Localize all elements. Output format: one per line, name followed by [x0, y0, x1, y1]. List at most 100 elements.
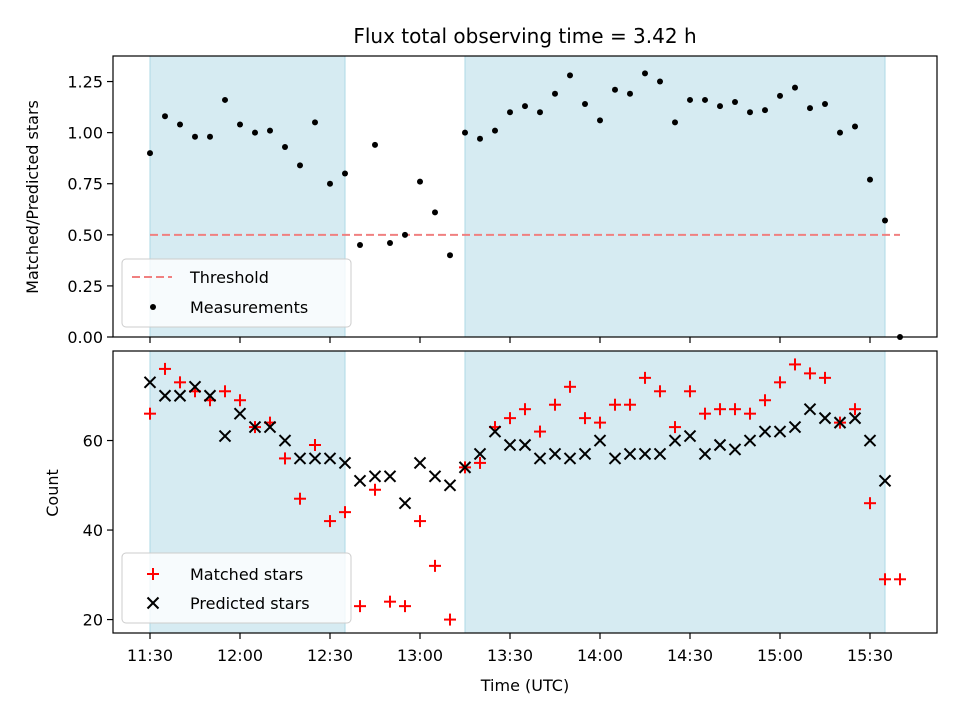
- predicted-star-marker: [668, 434, 682, 447]
- predicted-star-marker: [203, 389, 217, 402]
- predicted-star-marker: [578, 447, 592, 461]
- measurement-point: [252, 129, 258, 136]
- matched-star-marker: [639, 371, 651, 384]
- top-y-tick-label: 0.75: [67, 175, 103, 194]
- bottom-axes-frame: [112, 350, 938, 634]
- measurement-point: [192, 133, 198, 140]
- top-y-tick-label: 1.00: [67, 124, 103, 143]
- matched-star-marker: [309, 439, 321, 451]
- matched-star-marker: [234, 394, 246, 407]
- measurement-point: [657, 78, 663, 85]
- matched-star-marker: [894, 573, 906, 586]
- matched-star-marker: [804, 367, 816, 380]
- matched-star-marker: [174, 376, 186, 389]
- predicted-star-marker: [218, 429, 232, 443]
- measurement-point: [537, 109, 543, 116]
- measurement-point: [522, 103, 528, 110]
- top-legend: Threshold Measurements: [121, 258, 352, 328]
- measurement-point: [177, 121, 183, 128]
- measurement-point: [207, 133, 213, 140]
- bottom-y-axis-label: Count: [43, 469, 62, 517]
- measurement-point: [867, 176, 873, 183]
- measurement-point: [282, 143, 288, 150]
- measurement-point: [597, 117, 603, 124]
- predicted-star-marker: [488, 425, 502, 438]
- matched-star-marker: [684, 385, 696, 398]
- predicted-star-marker: [353, 474, 367, 488]
- predicted-star-marker: [608, 452, 622, 465]
- matched-star-marker: [609, 398, 621, 411]
- matched-star-marker: [219, 385, 231, 398]
- chart-title: Flux total observing time = 3.42 h: [353, 24, 696, 48]
- matched-star-marker: [474, 456, 486, 469]
- matched-star-marker: [579, 412, 591, 425]
- x-tick-label: 14:00: [577, 646, 623, 665]
- matched-star-marker: [384, 595, 396, 608]
- measurement-point: [882, 217, 888, 224]
- matched-star-marker: [849, 403, 861, 416]
- predicted-star-marker: [398, 496, 412, 510]
- matched-star-marker: [864, 497, 876, 510]
- predicted-star-marker: [563, 452, 577, 465]
- matched-star-marker: [669, 421, 681, 434]
- measurement-point: [447, 252, 453, 259]
- predicted-star-marker: [803, 402, 817, 416]
- predicted-star-marker: [638, 447, 652, 461]
- measurement-point: [462, 129, 468, 136]
- matched-star-marker: [534, 425, 546, 438]
- measurement-point: [627, 90, 633, 97]
- measurement-point: [372, 141, 378, 148]
- matched-star-marker: [624, 398, 636, 411]
- measurement-point: [507, 109, 513, 116]
- predicted-star-marker: [773, 425, 787, 438]
- legend-matched-label: Matched stars: [190, 565, 303, 584]
- top-y-tick-label: 0.00: [67, 328, 103, 347]
- x-tick-label: 15:00: [757, 646, 803, 665]
- top-y-tick-label: 0.25: [67, 277, 103, 296]
- predicted-star-marker: [158, 389, 172, 402]
- predicted-star-marker: [338, 456, 352, 470]
- predicted-star-marker: [623, 447, 637, 461]
- matched-star-marker: [879, 573, 891, 586]
- measurement-point: [837, 129, 843, 136]
- measurement-point: [807, 105, 813, 112]
- predicted-star-marker: [428, 470, 442, 483]
- matched-star-marker: [729, 403, 741, 416]
- matched-star-marker: [399, 600, 411, 613]
- predicted-star-marker: [263, 420, 277, 434]
- matched-star-marker: [654, 385, 666, 398]
- matched-star-marker: [444, 613, 456, 626]
- matched-star-marker: [144, 407, 156, 420]
- matched-star-marker: [504, 412, 516, 425]
- top-panel: 0.00 0.25 0.50 0.75 1.00 1.25 Threshold Measure…: [67, 55, 938, 347]
- bottom-y-tick-label: 40: [83, 521, 103, 540]
- legend-predicted-label: Predicted stars: [190, 594, 310, 613]
- measurement-point: [732, 98, 738, 105]
- bottom-y-tick-label: 20: [83, 611, 103, 630]
- matched-star-marker: [339, 506, 351, 519]
- predicted-star-marker: [713, 438, 727, 452]
- predicted-star-marker: [548, 447, 562, 461]
- measurement-point: [402, 231, 408, 238]
- matched-star-marker: [429, 559, 441, 572]
- matched-star-marker: [594, 416, 606, 429]
- matched-star-marker: [324, 515, 336, 528]
- predicted-star-marker: [458, 461, 472, 474]
- bottom-legend: Matched stars Predicted stars: [121, 552, 352, 624]
- measurement-point: [642, 70, 648, 77]
- measurement-point: [222, 96, 228, 103]
- matched-star-marker: [294, 492, 306, 505]
- predicted-star-marker: [293, 452, 307, 465]
- measurement-point: [717, 103, 723, 110]
- predicted-star-marker: [833, 416, 847, 429]
- predicted-star-marker: [413, 456, 427, 470]
- matched-star-marker: [354, 600, 366, 613]
- predicted-star-marker: [473, 447, 487, 461]
- legend-measurements-swatch: [150, 304, 156, 310]
- matched-star-marker: [369, 483, 381, 496]
- matched-star-marker: [774, 376, 786, 389]
- measurement-point: [492, 127, 498, 134]
- matched-star-marker: [789, 358, 801, 371]
- matched-star-marker: [759, 394, 771, 407]
- predicted-star-marker: [698, 447, 712, 461]
